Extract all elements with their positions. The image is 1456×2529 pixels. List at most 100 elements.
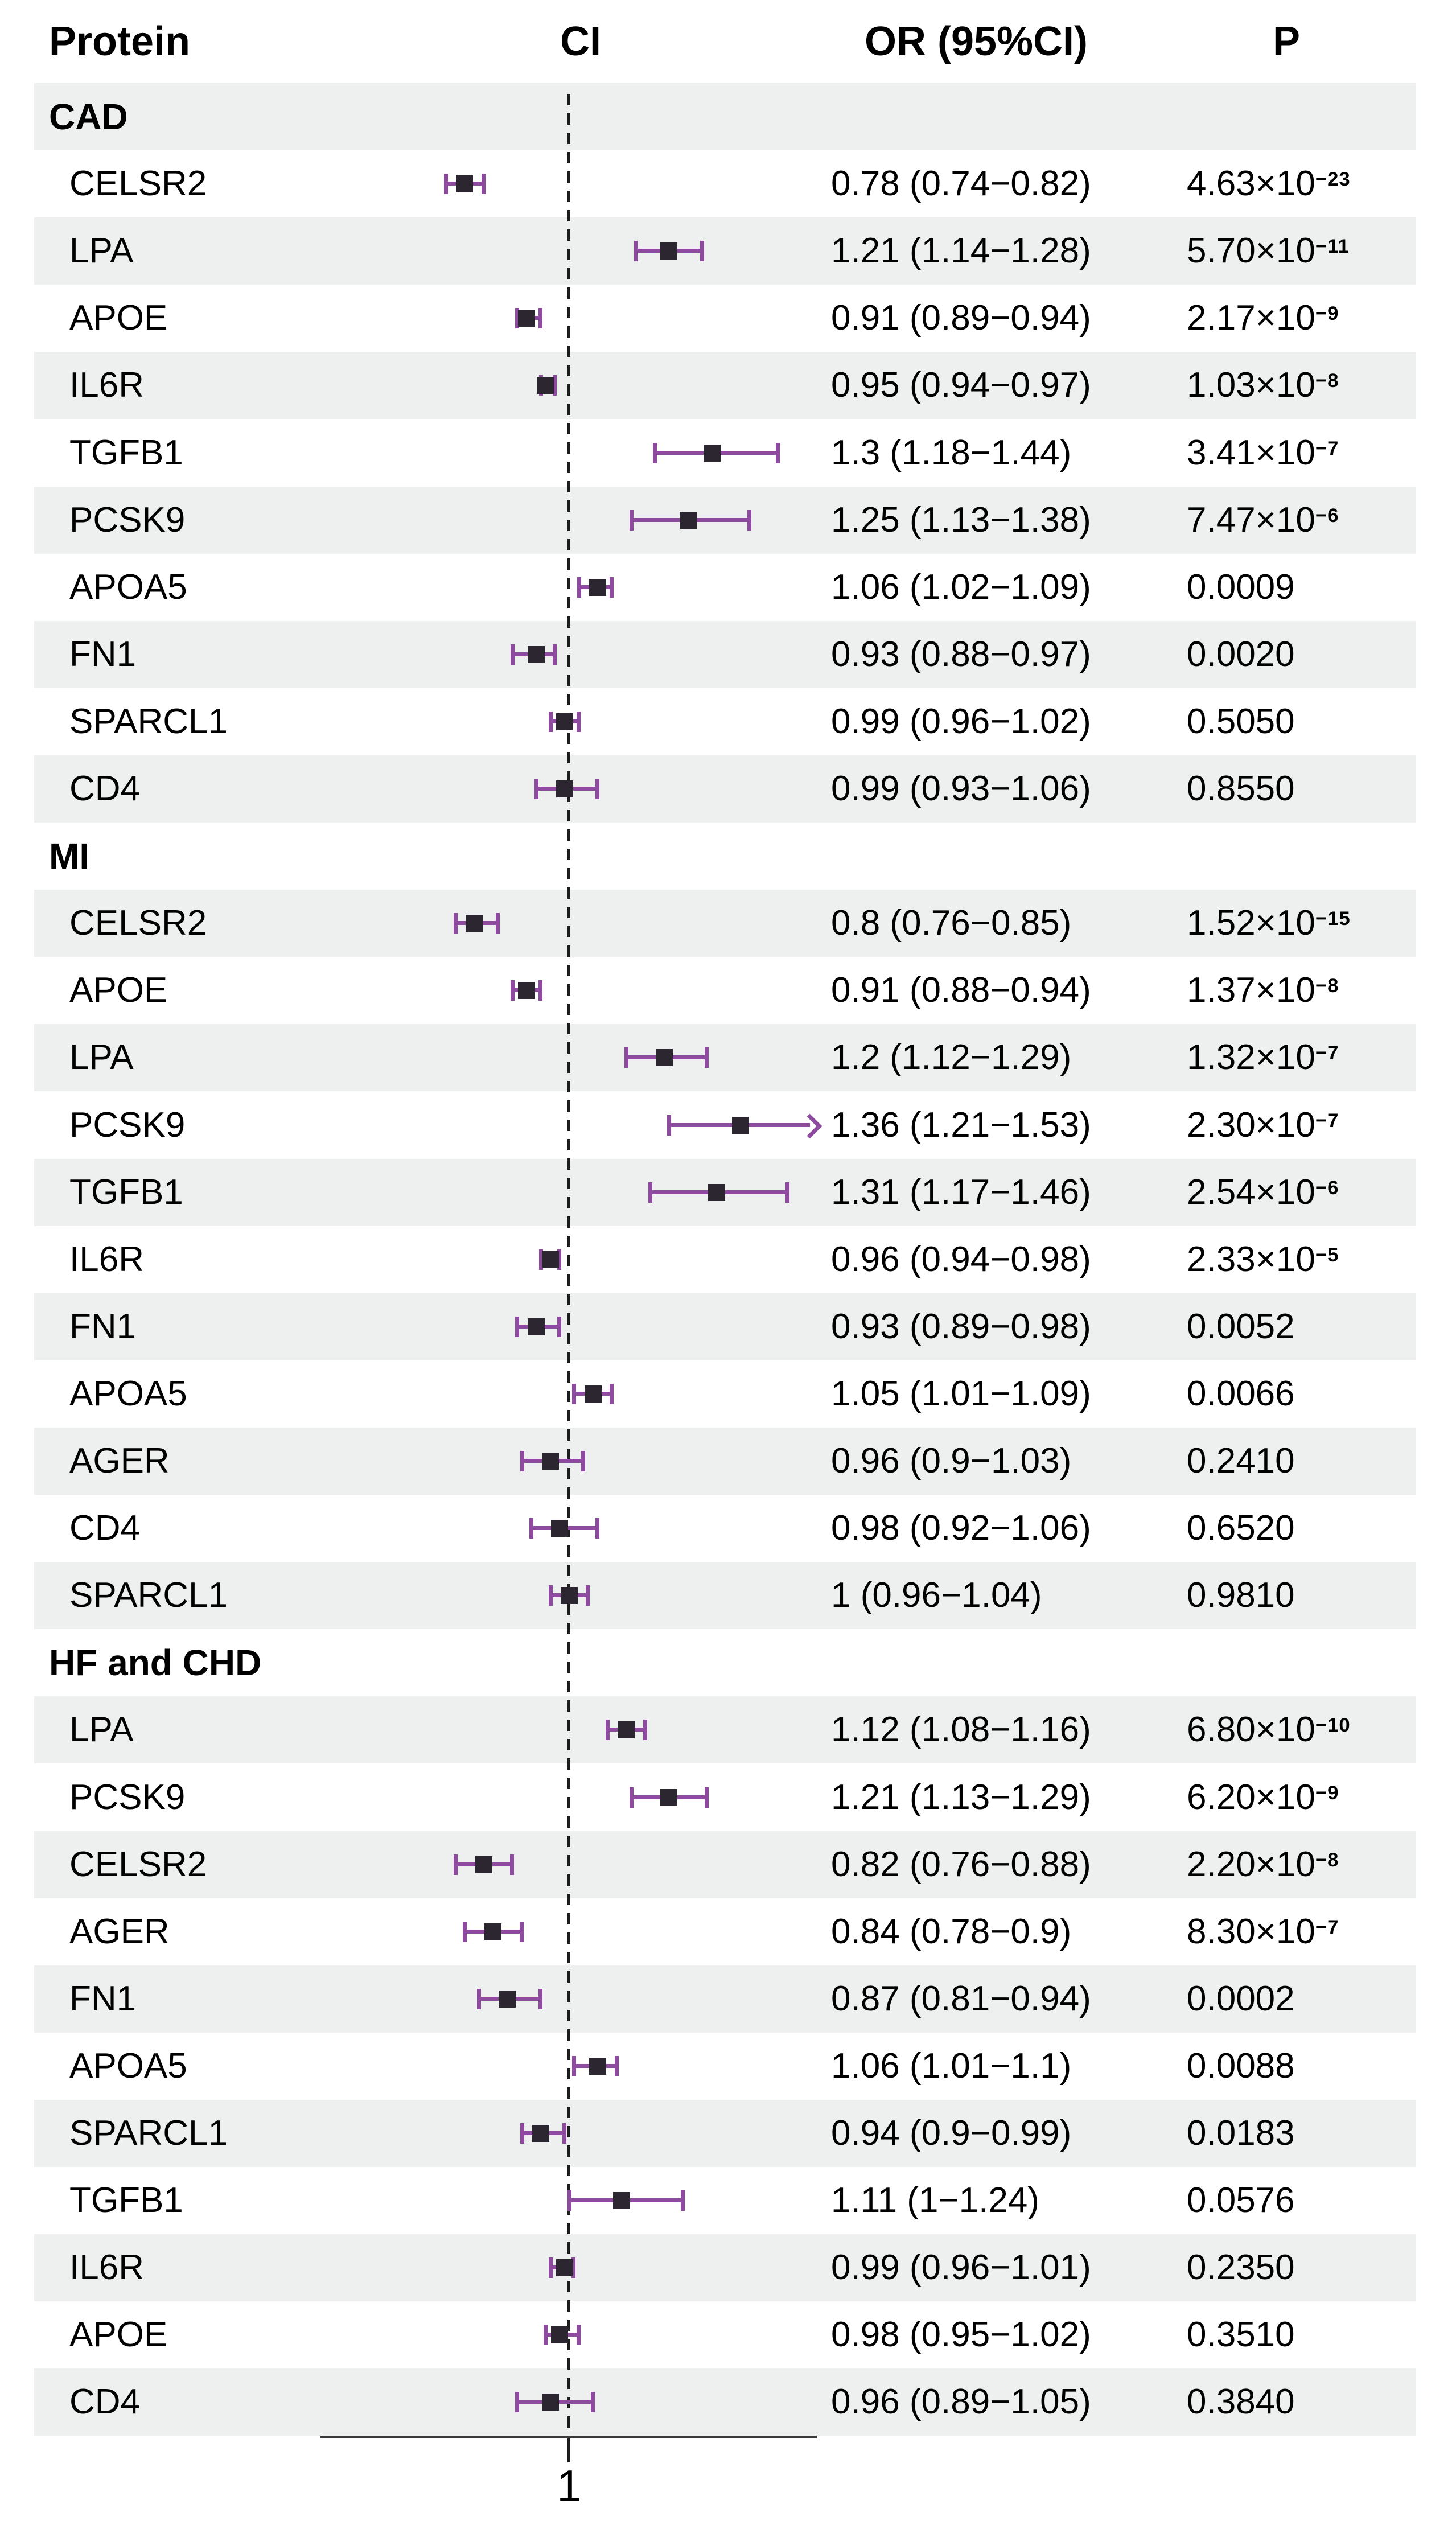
- or-value: 1.06 (1.02−1.09): [831, 568, 1091, 607]
- p-value-base: 1.37×10: [1187, 971, 1315, 1010]
- or-value: 0.94 (0.9−0.99): [831, 2113, 1072, 2153]
- ci-cap-left: [572, 2056, 576, 2076]
- p-value-base: 0.0009: [1187, 568, 1295, 607]
- or-value: 0.91 (0.89−0.94): [831, 298, 1091, 338]
- ci-point: [475, 1856, 492, 1873]
- p-value: 5.70×10−11: [1187, 217, 1350, 290]
- ci-cap-left: [577, 577, 581, 598]
- ci-cap-left: [529, 1518, 533, 1539]
- table-row: AGER 0.84 (0.78−0.9) 8.30×10−7: [34, 1898, 1416, 1965]
- or-value: 1.21 (1.14−1.28): [831, 231, 1091, 270]
- section-row: CAD: [34, 83, 1416, 150]
- p-value: 1.52×10−15: [1187, 890, 1351, 962]
- ci-cap-left: [549, 712, 553, 732]
- p-value-exponent: −9: [1315, 302, 1339, 324]
- protein-label: FN1: [69, 1307, 137, 1346]
- p-value-exponent: −9: [1315, 1782, 1339, 1804]
- or-value: 1.11 (1−1.24): [831, 2181, 1039, 2220]
- ci-cap-right: [776, 443, 780, 463]
- p-value: 3.41×10−7: [1187, 420, 1339, 492]
- p-value: 2.30×10−7: [1187, 1092, 1339, 1164]
- protein-label: SPARCL1: [69, 1576, 228, 1615]
- ci-cap-left: [606, 1720, 610, 1740]
- or-value: 0.87 (0.81−0.94): [831, 1979, 1091, 2018]
- table-row: APOE 0.91 (0.89−0.94) 2.17×10−9: [34, 285, 1416, 352]
- p-value: 2.33×10−5: [1187, 1226, 1339, 1298]
- p-value: 0.0009: [1187, 554, 1295, 621]
- p-value-base: 2.20×10: [1187, 1845, 1315, 1884]
- p-value: 0.6520: [1187, 1495, 1295, 1562]
- table-row: CD4 0.96 (0.89−1.05) 0.3840: [34, 2368, 1416, 2436]
- ci-point: [613, 2192, 630, 2209]
- or-value: 1.3 (1.18−1.44): [831, 433, 1072, 472]
- ci-point: [456, 175, 473, 192]
- protein-label: IL6R: [69, 1240, 144, 1279]
- or-value: 0.98 (0.95−1.02): [831, 2315, 1091, 2354]
- p-value: 1.03×10−8: [1187, 352, 1339, 424]
- p-value-base: 0.2410: [1187, 1441, 1295, 1481]
- ci-cap-right: [610, 1384, 614, 1404]
- ci-cap-right: [571, 2257, 575, 2278]
- p-value-base: 0.0002: [1187, 1979, 1295, 2018]
- ci-point: [561, 1587, 578, 1604]
- ci-point: [618, 1721, 635, 1738]
- p-value-exponent: −23: [1315, 168, 1351, 190]
- ci-cap-right: [747, 510, 751, 531]
- ci-cap-left: [515, 2392, 519, 2412]
- or-value: 0.93 (0.88−0.97): [831, 635, 1091, 674]
- table-row: APOA5 1.06 (1.02−1.09) 0.0009: [34, 554, 1416, 621]
- ci-point: [484, 1923, 501, 1940]
- ci-cap-left: [634, 241, 638, 261]
- ci-cap-right: [681, 2190, 685, 2211]
- ci-cap-left: [534, 779, 538, 799]
- protein-label: LPA: [69, 1038, 134, 1077]
- ci-cap-right: [557, 1317, 561, 1337]
- protein-label: FN1: [69, 635, 137, 674]
- or-value: 0.99 (0.96−1.02): [831, 702, 1091, 741]
- or-value: 1.2 (1.12−1.29): [831, 1038, 1072, 1077]
- protein-label: IL6R: [69, 365, 144, 405]
- ci-point: [656, 1049, 673, 1066]
- reference-dashed-line: [567, 94, 570, 2436]
- protein-label: TGFB1: [69, 433, 183, 472]
- p-value-exponent: −6: [1315, 1177, 1339, 1199]
- p-value: 2.17×10−9: [1187, 285, 1339, 357]
- or-value: 0.8 (0.76−0.85): [831, 903, 1072, 943]
- ci-cap-right: [615, 2056, 619, 2076]
- ci-cap-right: [538, 308, 542, 328]
- ci-point: [585, 1385, 602, 1403]
- table-row: AGER 0.96 (0.9−1.03) 0.2410: [34, 1428, 1416, 1495]
- table-row: APOE 0.91 (0.88−0.94) 1.37×10−8: [34, 957, 1416, 1024]
- p-value: 6.20×10−9: [1187, 1764, 1339, 1836]
- p-value-base: 5.70×10: [1187, 231, 1315, 270]
- p-value-base: 0.3840: [1187, 2382, 1295, 2421]
- protein-label: AGER: [69, 1912, 170, 1951]
- or-value: 0.78 (0.74−0.82): [831, 164, 1091, 203]
- p-value-exponent: −8: [1315, 974, 1339, 997]
- p-value-exponent: −7: [1315, 1042, 1339, 1064]
- ci-cap-right: [581, 1451, 585, 1471]
- p-value: 1.37×10−8: [1187, 957, 1339, 1029]
- ci-cap-right: [496, 913, 500, 934]
- p-value-base: 2.54×10: [1187, 1173, 1315, 1212]
- ci-cap-left: [630, 510, 634, 531]
- table-row: APOA5 1.05 (1.01−1.09) 0.0066: [34, 1360, 1416, 1428]
- ci-cap-right: [785, 1182, 789, 1203]
- ci-cap-left: [624, 1047, 628, 1068]
- or-value: 0.96 (0.94−0.98): [831, 1240, 1091, 1279]
- ci-point: [556, 780, 573, 797]
- protein-label: CELSR2: [69, 903, 207, 943]
- p-value-exponent: −5: [1315, 1244, 1339, 1266]
- column-header-protein: Protein: [49, 19, 191, 64]
- ci-cap-left: [463, 1922, 467, 1942]
- protein-label: APOA5: [69, 2046, 187, 2086]
- ci-cap-left: [549, 1585, 553, 1606]
- section-label: MI: [49, 836, 90, 877]
- ci-point: [708, 1184, 725, 1201]
- p-value-base: 1.32×10: [1187, 1038, 1315, 1077]
- p-value-base: 4.63×10: [1187, 164, 1315, 203]
- protein-label: CD4: [69, 1508, 141, 1548]
- p-value-exponent: −7: [1315, 1109, 1339, 1132]
- protein-label: PCSK9: [69, 500, 186, 540]
- p-value-base: 6.20×10: [1187, 1778, 1315, 1817]
